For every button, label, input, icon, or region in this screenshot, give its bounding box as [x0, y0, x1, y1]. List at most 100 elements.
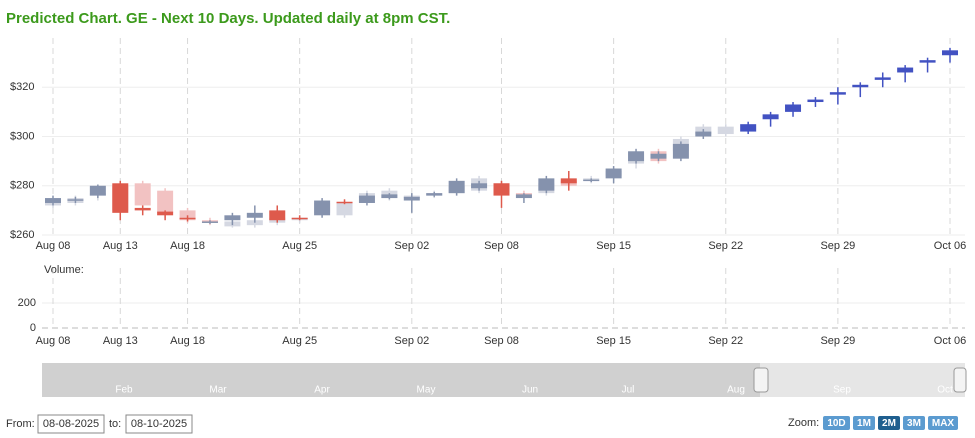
to-label: to:: [109, 418, 121, 430]
zoom-button-label: 10D: [827, 418, 845, 429]
navigator-label: Aug: [727, 385, 745, 396]
from-label: From:: [6, 418, 35, 430]
x-tick-label: Aug 13: [103, 240, 138, 252]
x-tick-label: Sep 02: [394, 335, 429, 347]
candle-body: [605, 168, 622, 179]
candle-body: [157, 211, 174, 216]
to-value: 08-10-2025: [131, 418, 187, 430]
candle-body: [336, 202, 353, 216]
candle-body: [134, 207, 151, 211]
navigator-handle[interactable]: [753, 367, 769, 393]
x-tick-label: Aug 18: [170, 335, 205, 347]
x-tick-label: Sep 22: [708, 240, 743, 252]
zoom-label: Zoom:: [788, 417, 819, 429]
candle-body: [672, 143, 689, 159]
candle-body: [740, 124, 757, 132]
x-tick-label: Aug 13: [103, 335, 138, 347]
candle-body: [89, 185, 106, 196]
zoom-button-label: 2M: [882, 418, 896, 429]
to-input[interactable]: [125, 414, 193, 434]
navigator-handle[interactable]: [953, 367, 967, 393]
navigator-label: Jul: [622, 385, 635, 396]
zoom-button[interactable]: [853, 416, 875, 430]
x-tick-label: Aug 25: [282, 240, 317, 252]
candle-body: [628, 151, 645, 162]
x-tick-label: Sep 02: [394, 240, 429, 252]
navigator-label: Jun: [522, 385, 538, 396]
zoom-button[interactable]: [928, 416, 958, 430]
x-tick-label: Oct 06: [934, 335, 966, 347]
x-tick-label: Sep 08: [484, 240, 519, 252]
candle-body: [112, 183, 129, 213]
candle-body: [942, 50, 958, 56]
candle-body: [45, 198, 61, 203]
candle-body: [762, 114, 779, 120]
candle-body: [538, 178, 555, 191]
zoom-button-label: 3M: [907, 418, 921, 429]
candle-body: [381, 194, 398, 199]
x-tick-label: Sep 22: [708, 335, 743, 347]
zoom-button-label: MAX: [932, 418, 955, 429]
x-tick-label: Sep 29: [820, 335, 855, 347]
candle-body: [224, 215, 241, 221]
candle-body: [179, 217, 196, 220]
navigator-label: Mar: [209, 385, 227, 396]
navigator-label: Oct: [937, 385, 953, 396]
candle-body: [67, 199, 84, 201]
volume-tick-label: 200: [18, 297, 36, 309]
y-tick-label: $260: [10, 229, 34, 241]
navigator-label: May: [417, 385, 436, 396]
candle-body: [336, 201, 353, 204]
candle-body: [157, 190, 174, 213]
candle-body: [314, 200, 331, 216]
candle-body: [358, 195, 375, 203]
candle-body: [919, 60, 936, 63]
candle-body: [785, 104, 802, 112]
y-tick-label: $300: [10, 130, 34, 142]
x-tick-label: Aug 25: [282, 335, 317, 347]
x-tick-label: Aug 08: [36, 335, 71, 347]
volume-label: Volume:: [44, 264, 84, 276]
x-tick-label: Sep 15: [596, 335, 631, 347]
zoom-button-label: 1M: [857, 418, 871, 429]
navigator-selection[interactable]: [760, 363, 965, 397]
candle-body: [246, 212, 263, 218]
candle-body: [874, 77, 891, 80]
x-tick-label: Oct 06: [934, 240, 966, 252]
x-tick-label: Sep 08: [484, 335, 519, 347]
candle-body: [717, 126, 734, 135]
x-tick-label: Sep 15: [596, 240, 631, 252]
chart-title: Predicted Chart. GE - Next 10 Days. Upda…: [6, 10, 450, 27]
candle-body: [403, 196, 420, 201]
candle-body: [201, 221, 218, 223]
candle-body: [650, 153, 667, 159]
candle-body: [471, 183, 488, 189]
candle-body: [269, 210, 286, 221]
navigator-label: Feb: [115, 385, 133, 396]
candle-body: [493, 183, 510, 196]
from-value: 08-08-2025: [43, 418, 99, 430]
candle-body: [829, 92, 846, 95]
zoom-button[interactable]: [878, 416, 900, 430]
candle-body: [897, 67, 914, 73]
from-input[interactable]: [37, 414, 105, 434]
x-tick-label: Sep 29: [820, 240, 855, 252]
candle-body: [560, 178, 577, 184]
x-tick-label: Aug 18: [170, 240, 205, 252]
navigator-label: Sep: [833, 385, 851, 396]
candle-body: [426, 193, 443, 196]
candle-body: [515, 194, 532, 199]
candle-body: [583, 179, 600, 182]
zoom-button[interactable]: [823, 416, 850, 430]
y-tick-label: $280: [10, 180, 34, 192]
candle-body: [448, 180, 465, 194]
candle-body: [695, 131, 712, 137]
y-tick-label: $320: [10, 81, 34, 93]
x-tick-label: Aug 08: [36, 240, 71, 252]
zoom-button[interactable]: [903, 416, 925, 430]
volume-tick-label: 0: [30, 322, 36, 334]
candle-body: [134, 183, 151, 206]
navigator-label: Apr: [314, 385, 330, 396]
candle-body: [807, 99, 824, 103]
